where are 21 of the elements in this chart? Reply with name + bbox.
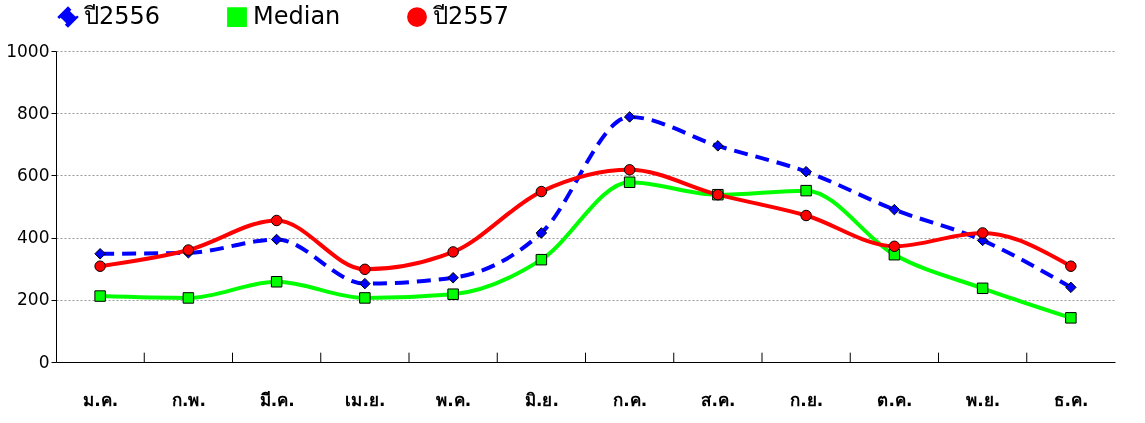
- y-tick-label: 400: [17, 227, 50, 248]
- y-tick-label: 1000: [6, 40, 50, 61]
- y-tick-label: 800: [17, 102, 50, 123]
- x-tick-label: ต.ค.: [877, 389, 913, 410]
- x-tick-label: พ.ย.: [966, 389, 1001, 410]
- x-tick-label: ก.ย.: [790, 389, 824, 410]
- x-tick-label: ธ.ค.: [1054, 389, 1089, 410]
- x-tick-label: เม.ย.: [345, 389, 386, 410]
- x-tick-label: มี.ค.: [259, 389, 295, 410]
- x-tick-label: พ.ค.: [436, 389, 472, 410]
- y-tick-label: 0: [38, 351, 50, 372]
- x-tick-label: ก.ค.: [613, 389, 648, 410]
- legend-label: ปี2556: [83, 2, 161, 31]
- x-tick-label: ส.ค.: [701, 389, 736, 410]
- y-tick-label: 600: [17, 164, 50, 185]
- legend-label: Median: [253, 2, 341, 31]
- x-tick-label: มิ.ย.: [524, 389, 559, 410]
- legend-label: ปี2557: [432, 2, 510, 31]
- x-tick-label: ม.ค.: [83, 389, 119, 410]
- y-tick-label: 200: [17, 289, 50, 310]
- x-tick-label: ก.พ.: [171, 389, 206, 410]
